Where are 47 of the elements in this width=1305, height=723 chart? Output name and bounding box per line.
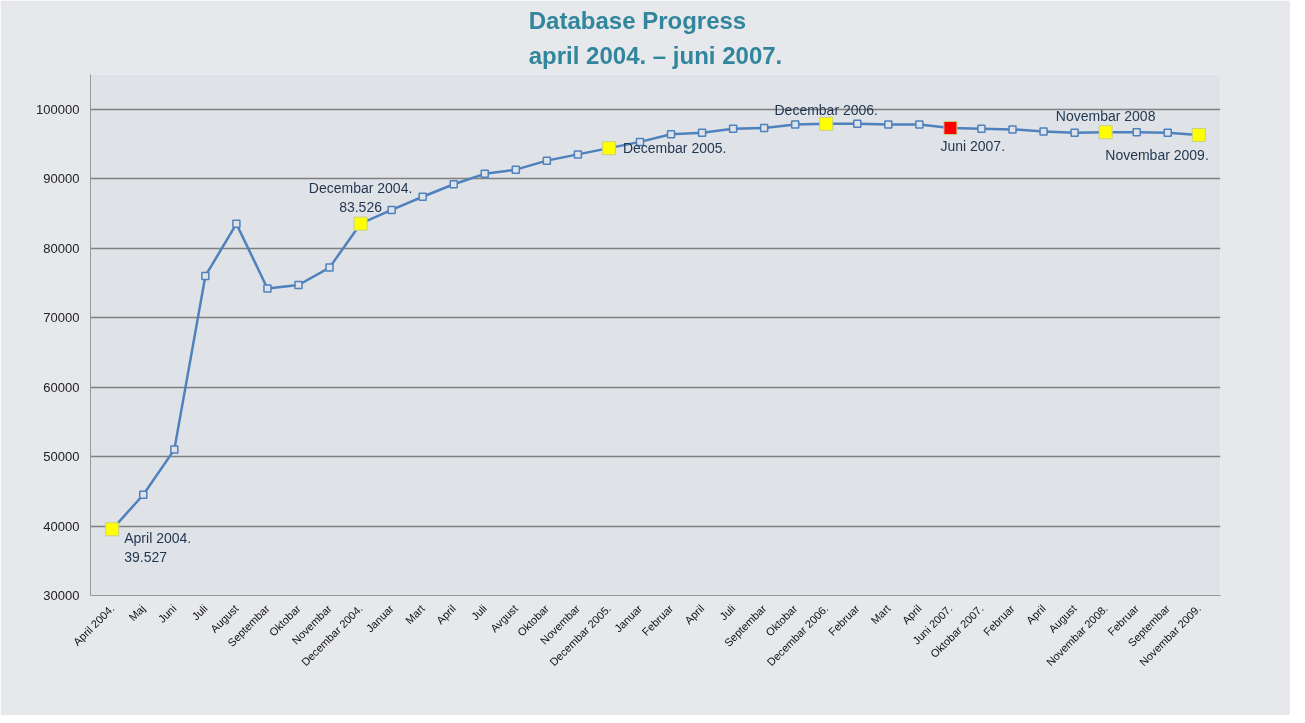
point xyxy=(884,120,893,129)
point xyxy=(325,263,334,272)
point xyxy=(294,280,303,290)
point xyxy=(201,271,210,281)
point xyxy=(542,156,552,165)
y-tick-label: 90000 xyxy=(43,171,80,187)
y-tick-label: 50000 xyxy=(43,449,80,465)
annotation: Decembar 2005. xyxy=(622,140,727,157)
y-tick-label: 30000 xyxy=(43,588,80,603)
y-tick-label: 70000 xyxy=(43,310,80,326)
point xyxy=(728,124,738,133)
x-tick-label: Juli xyxy=(468,602,490,623)
x-tick-label: Maj xyxy=(126,602,148,624)
point xyxy=(1070,128,1079,138)
point xyxy=(1132,127,1141,137)
point xyxy=(418,192,427,202)
point xyxy=(1008,125,1017,134)
point xyxy=(1163,128,1172,138)
point xyxy=(977,124,986,133)
point xyxy=(666,129,676,139)
y-tick-label: 40000 xyxy=(43,518,80,534)
point xyxy=(511,165,521,174)
point xyxy=(790,120,800,129)
annotation: Decembar 2004. 83.526 xyxy=(308,180,413,216)
y-tick-label: 100000 xyxy=(36,101,80,117)
point xyxy=(449,180,458,189)
point xyxy=(573,150,583,159)
annotation: Decembar 2006. xyxy=(774,101,879,118)
annotation: April 2004. 39.527 xyxy=(124,529,192,565)
y-tick-label: 60000 xyxy=(43,379,80,395)
annotation: Novembar 2008 xyxy=(1055,108,1156,125)
y-tick-label: 80000 xyxy=(43,240,80,256)
point xyxy=(697,128,707,138)
point xyxy=(387,205,396,215)
annotation: Juni 2007. xyxy=(940,137,1006,154)
point xyxy=(915,120,924,129)
point xyxy=(232,219,241,229)
point xyxy=(170,445,179,454)
point xyxy=(1039,127,1048,136)
x-tick-label: Juli xyxy=(189,602,210,623)
chart-title: Database Progress april 2004. – juni 2007. xyxy=(528,7,783,70)
point xyxy=(759,123,769,133)
point xyxy=(263,284,272,293)
point xyxy=(853,119,862,129)
point xyxy=(139,490,148,500)
annotation: Novembar 2009. xyxy=(1105,146,1209,163)
point xyxy=(480,169,490,179)
